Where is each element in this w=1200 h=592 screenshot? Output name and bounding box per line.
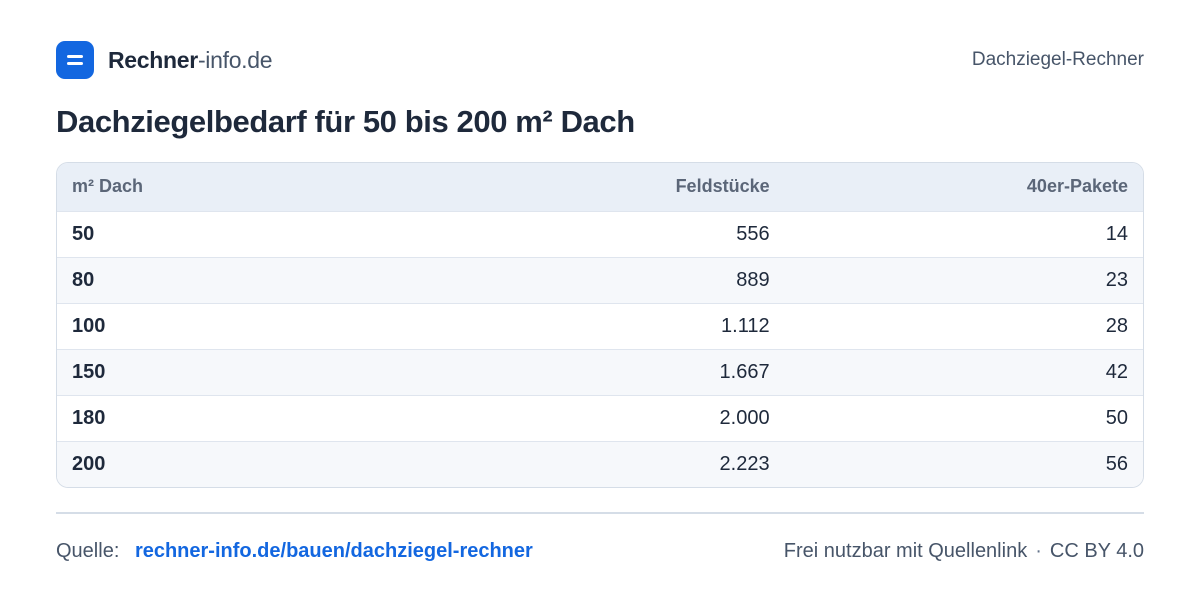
source: Quelle: rechner-info.de/bauen/dachziegel… bbox=[56, 540, 533, 563]
cell-packages: 28 bbox=[1105, 314, 1128, 337]
brand[interactable]: Rechner-info.de bbox=[56, 41, 273, 79]
header: Rechner-info.de Dachziegel-Rechner bbox=[56, 40, 1144, 80]
cell-packages: 42 bbox=[1105, 360, 1128, 383]
cell-tiles: 556 bbox=[736, 222, 770, 245]
column-header-packages: 40er-Pakete bbox=[1026, 176, 1128, 197]
license-name: CC BY 4.0 bbox=[1049, 539, 1144, 562]
logo-icon bbox=[56, 41, 94, 79]
cell-area: 80 bbox=[72, 268, 95, 291]
cell-area: 200 bbox=[72, 452, 106, 475]
table-row: 180 2.000 50 bbox=[57, 395, 1143, 441]
column-header-tiles: Feldstücke bbox=[675, 176, 770, 197]
cell-tiles: 889 bbox=[736, 268, 770, 291]
separator-dot: · bbox=[1035, 539, 1042, 562]
cell-tiles: 2.000 bbox=[719, 406, 770, 429]
page-title: Dachziegelbedarf für 50 bis 200 m² Dach bbox=[56, 104, 635, 139]
cell-area: 100 bbox=[72, 314, 106, 337]
table-row: 80 889 23 bbox=[57, 257, 1143, 303]
cell-packages: 23 bbox=[1105, 268, 1128, 291]
cell-packages: 14 bbox=[1105, 222, 1128, 245]
license-info: Frei nutzbar mit Quellenlink · CC BY 4.0 bbox=[784, 540, 1144, 563]
brand-name-rest: -info.de bbox=[197, 46, 273, 73]
source-label: Quelle: bbox=[56, 539, 120, 562]
calculator-name: Dachziegel-Rechner bbox=[971, 49, 1144, 70]
data-table: m² Dach Feldstücke 40er-Pakete 50 556 14… bbox=[56, 162, 1144, 488]
cell-area: 180 bbox=[72, 406, 106, 429]
brand-name-bold: Rechner bbox=[108, 46, 198, 73]
table-row: 100 1.112 28 bbox=[57, 303, 1143, 349]
cell-area: 50 bbox=[72, 222, 95, 245]
footer-divider bbox=[56, 512, 1144, 514]
cell-tiles: 1.667 bbox=[719, 360, 770, 383]
table-row: 150 1.667 42 bbox=[57, 349, 1143, 395]
brand-name: Rechner-info.de bbox=[108, 46, 273, 74]
source-link[interactable]: rechner-info.de/bauen/dachziegel-rechner bbox=[134, 539, 533, 562]
license-text: Frei nutzbar mit Quellenlink bbox=[783, 539, 1028, 562]
table-row: 50 556 14 bbox=[57, 211, 1143, 257]
table-header-row: m² Dach Feldstücke 40er-Pakete bbox=[57, 163, 1143, 211]
cell-packages: 56 bbox=[1105, 452, 1128, 475]
cell-tiles: 2.223 bbox=[719, 452, 770, 475]
column-header-area: m² Dach bbox=[72, 176, 144, 197]
cell-area: 150 bbox=[72, 360, 106, 383]
footer: Quelle: rechner-info.de/bauen/dachziegel… bbox=[56, 536, 1144, 566]
table-row: 200 2.223 56 bbox=[57, 441, 1143, 487]
cell-packages: 50 bbox=[1105, 406, 1128, 429]
cell-tiles: 1.112 bbox=[721, 314, 770, 337]
